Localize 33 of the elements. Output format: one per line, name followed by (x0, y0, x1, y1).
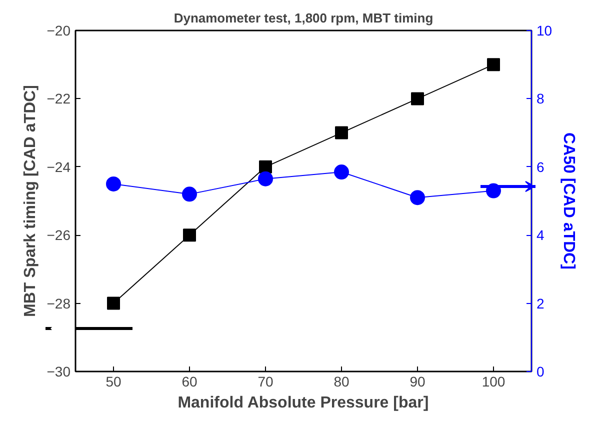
y-tick-label: −28 (46, 295, 71, 312)
y-axis-title: MBT Spark timing [CAD aTDC] (22, 85, 39, 317)
y-tick-label: −22 (46, 90, 71, 107)
y2-tick-label: 4 (536, 227, 544, 244)
point (411, 92, 424, 106)
x-tick-label: 80 (334, 374, 350, 390)
y-tick-label: −26 (46, 227, 71, 244)
point (258, 171, 273, 186)
x-tick-label: 60 (182, 374, 198, 390)
x-tick-label: 70 (258, 374, 274, 390)
y2-tick-label: 8 (536, 90, 544, 107)
point (410, 190, 425, 206)
y2-tick-label: 6 (536, 158, 544, 175)
point (335, 126, 348, 140)
y2-tick-label: 2 (536, 295, 544, 312)
point (182, 186, 197, 202)
y2-axis-title: CA50 [CAD aTDC] (560, 132, 578, 270)
y2-tick-label: 0 (536, 364, 544, 380)
point (107, 296, 120, 310)
y-tick-label: −30 (46, 364, 71, 380)
point (183, 228, 196, 242)
x-axis-title: Manifold Absolute Pressure [bar] (178, 394, 429, 412)
y2-tick-label: 10 (536, 22, 552, 38)
x-tick-label: 100 (482, 374, 506, 390)
y-tick-label: −20 (46, 22, 71, 38)
x-tick-label: 90 (410, 374, 426, 390)
chart-title: Dynamometer test, 1,800 rpm, MBT timing (174, 10, 434, 26)
x-tick-label: 50 (106, 374, 122, 390)
point (259, 160, 272, 174)
point (487, 58, 500, 72)
point (106, 176, 121, 192)
point (334, 164, 349, 180)
y-tick-label: −24 (46, 158, 71, 175)
